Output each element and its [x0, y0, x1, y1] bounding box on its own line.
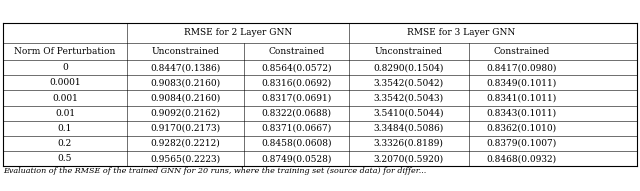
Text: 0.9282(0.2212): 0.9282(0.2212): [150, 139, 220, 148]
Text: 3.2070(0.5920): 3.2070(0.5920): [374, 154, 444, 163]
Text: RMSE for 2 Layer GNN: RMSE for 2 Layer GNN: [184, 28, 292, 37]
Text: 0.8322(0.0688): 0.8322(0.0688): [261, 109, 332, 118]
Text: 0.8371(0.0667): 0.8371(0.0667): [261, 124, 332, 133]
Text: 0.1: 0.1: [58, 124, 72, 133]
Text: 0.9092(0.2162): 0.9092(0.2162): [150, 109, 220, 118]
Text: 0.8749(0.0528): 0.8749(0.0528): [261, 154, 332, 163]
Text: 0.8468(0.0932): 0.8468(0.0932): [486, 154, 556, 163]
Text: 0.8458(0.0608): 0.8458(0.0608): [261, 139, 332, 148]
Text: 0.01: 0.01: [55, 109, 75, 118]
Text: 0.8316(0.0692): 0.8316(0.0692): [261, 78, 332, 87]
Text: 0.9084(0.2160): 0.9084(0.2160): [150, 94, 221, 103]
Text: 0.8417(0.0980): 0.8417(0.0980): [486, 63, 556, 72]
Text: Unconstrained: Unconstrained: [152, 47, 220, 56]
Text: Constrained: Constrained: [268, 47, 324, 56]
Text: 0.001: 0.001: [52, 94, 78, 103]
Text: 0.8349(0.1011): 0.8349(0.1011): [486, 78, 556, 87]
Text: 0.8362(0.1010): 0.8362(0.1010): [486, 124, 556, 133]
Text: 0: 0: [62, 63, 68, 72]
Text: Unconstrained: Unconstrained: [374, 47, 443, 56]
Text: 3.3484(0.5086): 3.3484(0.5086): [374, 124, 444, 133]
Text: 0.8379(0.1007): 0.8379(0.1007): [486, 139, 556, 148]
Text: 0.8341(0.1011): 0.8341(0.1011): [486, 94, 556, 103]
Text: 0.8343(0.1011): 0.8343(0.1011): [486, 109, 556, 118]
Text: 0.9083(0.2160): 0.9083(0.2160): [150, 78, 220, 87]
Text: Norm Of Perturbation: Norm Of Perturbation: [14, 47, 116, 56]
Text: Constrained: Constrained: [493, 47, 549, 56]
Text: 3.3326(0.8189): 3.3326(0.8189): [374, 139, 444, 148]
Text: 0.8564(0.0572): 0.8564(0.0572): [261, 63, 332, 72]
Text: 0.9565(0.2223): 0.9565(0.2223): [150, 154, 220, 163]
Text: 0.5: 0.5: [58, 154, 72, 163]
Text: 0.8317(0.0691): 0.8317(0.0691): [261, 94, 332, 103]
Text: 0.8447(0.1386): 0.8447(0.1386): [150, 63, 221, 72]
Text: 0.0001: 0.0001: [49, 78, 81, 87]
Text: 3.3542(0.5043): 3.3542(0.5043): [374, 94, 444, 103]
Text: 3.3542(0.5042): 3.3542(0.5042): [374, 78, 444, 87]
Text: RMSE for 3 Layer GNN: RMSE for 3 Layer GNN: [407, 28, 515, 37]
Text: 0.2: 0.2: [58, 139, 72, 148]
Text: 0.9170(0.2173): 0.9170(0.2173): [150, 124, 220, 133]
Text: 3.5410(0.5044): 3.5410(0.5044): [374, 109, 444, 118]
Text: Evaluation of the RMSE of the trained GNN for 20 runs, where the training set (s: Evaluation of the RMSE of the trained GN…: [3, 167, 426, 175]
Text: 0.8290(0.1504): 0.8290(0.1504): [374, 63, 444, 72]
